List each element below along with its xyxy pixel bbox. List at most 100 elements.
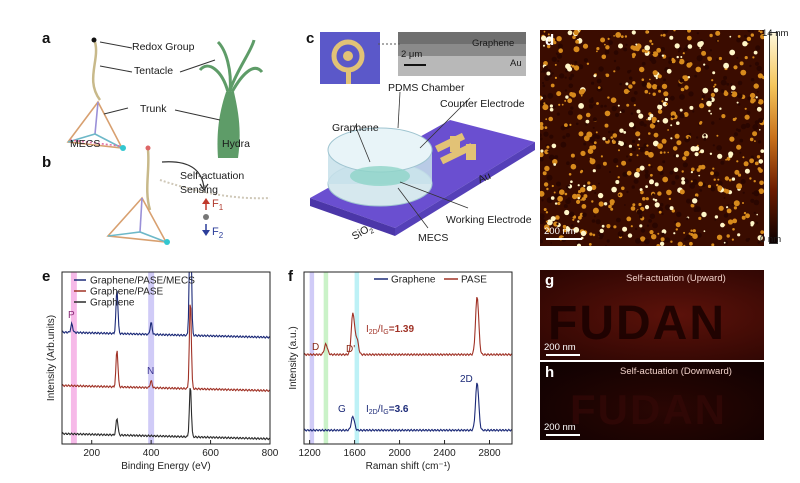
afm-grain bbox=[674, 220, 677, 224]
afm-grain bbox=[648, 219, 652, 223]
afm-grain bbox=[733, 206, 737, 210]
afm-grain bbox=[656, 85, 661, 90]
afm-grain bbox=[732, 218, 738, 224]
afm-grain bbox=[747, 237, 751, 241]
afm-grain bbox=[699, 41, 704, 46]
afm-grain bbox=[598, 201, 604, 207]
afm-grain bbox=[751, 30, 755, 32]
afm-grain bbox=[580, 88, 586, 94]
legend-label: PASE bbox=[461, 275, 487, 286]
afm-grain bbox=[661, 138, 667, 144]
afm-grain bbox=[650, 166, 653, 168]
afm-grain bbox=[610, 226, 613, 229]
afm-grain bbox=[626, 103, 630, 107]
afm-grain bbox=[680, 87, 685, 92]
afm-grain bbox=[588, 137, 595, 143]
afm-grain bbox=[567, 184, 570, 187]
afm-grain bbox=[744, 114, 750, 120]
afm-grain bbox=[682, 156, 687, 161]
afm-grain bbox=[733, 65, 738, 70]
afm-grain bbox=[617, 176, 620, 179]
afm-grain bbox=[568, 83, 574, 89]
afm-grain bbox=[605, 45, 610, 50]
afm-grain bbox=[674, 43, 680, 49]
afm-grain bbox=[709, 91, 712, 94]
afm-grain bbox=[551, 143, 557, 149]
afm-grain bbox=[662, 160, 666, 164]
afm-grain bbox=[604, 110, 611, 117]
afm-grain bbox=[553, 163, 557, 166]
afm-grain bbox=[683, 231, 686, 234]
afm-grain bbox=[562, 224, 567, 229]
afm-grain bbox=[663, 91, 669, 97]
afm-grain bbox=[702, 87, 709, 94]
plot-frame bbox=[61, 271, 271, 445]
afm-grain bbox=[540, 125, 544, 130]
afm-grain bbox=[675, 222, 681, 228]
afm-grain bbox=[698, 216, 702, 220]
afm-grain bbox=[635, 131, 641, 137]
afm-grain bbox=[591, 200, 594, 203]
mecs-node bbox=[120, 145, 126, 151]
label-counter-electrode: Counter Electrode bbox=[440, 98, 525, 110]
afm-grain bbox=[669, 206, 674, 211]
afm-grain bbox=[736, 37, 741, 43]
afm-grain bbox=[731, 91, 738, 98]
afm-grain bbox=[541, 199, 544, 202]
afm-grain bbox=[572, 35, 576, 40]
afm-grain bbox=[671, 115, 675, 119]
afm-grain bbox=[556, 112, 560, 116]
afm-grain bbox=[720, 222, 725, 228]
afm-grain bbox=[670, 111, 677, 117]
afm-grain bbox=[592, 233, 596, 237]
afm-grain bbox=[639, 214, 643, 219]
afm-grain bbox=[749, 158, 754, 164]
afm-grain bbox=[646, 83, 652, 89]
afm-grain bbox=[664, 97, 669, 101]
afm-grain bbox=[637, 143, 640, 147]
fudan-word-downward: FUDAN bbox=[570, 386, 727, 433]
afm-grain bbox=[630, 112, 634, 115]
afm-grain bbox=[730, 85, 736, 91]
afm-grain bbox=[701, 94, 705, 98]
afm-grain bbox=[644, 45, 650, 51]
afm-grain bbox=[695, 172, 698, 175]
afm-grain bbox=[676, 211, 682, 218]
afm-grain bbox=[682, 162, 688, 168]
afm-grain bbox=[585, 119, 590, 124]
panel-g-letter: g bbox=[545, 272, 555, 289]
afm-grain bbox=[636, 209, 643, 215]
afm-grain bbox=[759, 129, 761, 131]
afm-grain bbox=[716, 134, 719, 137]
afm-grain bbox=[676, 140, 682, 146]
afm-grain bbox=[659, 151, 663, 154]
series-line bbox=[303, 297, 513, 357]
afm-grain bbox=[717, 178, 720, 181]
afm-grain bbox=[560, 141, 567, 148]
afm-grain bbox=[758, 140, 762, 144]
afm-grain bbox=[682, 52, 685, 55]
afm-grain bbox=[696, 136, 699, 139]
panel-a-letter: a bbox=[42, 30, 51, 47]
afm-grain bbox=[651, 52, 654, 55]
afm-grain bbox=[540, 152, 544, 158]
afm-grain bbox=[665, 102, 669, 106]
panel-c-leaders bbox=[354, 91, 471, 229]
label-self-actuation: Self-actuation bbox=[180, 170, 245, 182]
afm-grain bbox=[724, 176, 730, 181]
afm-grain bbox=[570, 163, 577, 170]
afm-grain bbox=[570, 153, 575, 158]
afm-grain bbox=[542, 84, 546, 88]
afm-grain bbox=[742, 156, 745, 159]
panel-f-letter: f bbox=[288, 268, 293, 285]
afm-grain bbox=[551, 37, 555, 42]
afm-grain bbox=[630, 225, 633, 228]
mecs-tetrahedron-b bbox=[106, 196, 168, 243]
afm-grain bbox=[678, 47, 682, 51]
afm-grain bbox=[546, 71, 551, 76]
afm-grain bbox=[759, 163, 762, 166]
afm-grain bbox=[610, 97, 617, 103]
afm-grain bbox=[713, 88, 719, 93]
afm-grain bbox=[729, 136, 735, 142]
afm-grain bbox=[638, 147, 641, 150]
